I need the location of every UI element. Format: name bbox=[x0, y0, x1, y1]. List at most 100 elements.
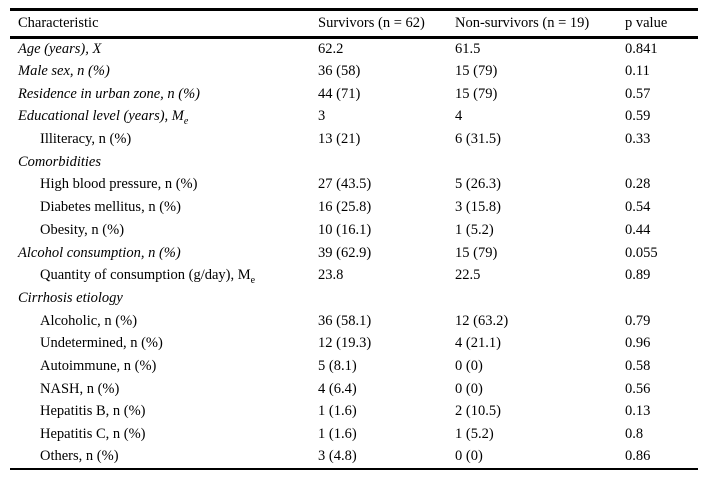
cell-nonsurvivors: 0 (0) bbox=[455, 380, 483, 397]
table-row: Age (years), X 62.2 61.5 0.841 bbox=[10, 38, 698, 61]
column-header-pvalue: p value bbox=[625, 15, 668, 31]
cell-characteristic: Age (years), X bbox=[18, 41, 102, 58]
table-row: Hepatitis C, n (%) 1 (1.6) 1 (5.2) 0.8 bbox=[10, 423, 698, 446]
table-row: Hepatitis B, n (%) 1 (1.6) 2 (10.5) 0.13 bbox=[10, 401, 698, 424]
cell-pvalue: 0.54 bbox=[625, 199, 651, 216]
cell-characteristic: Alcoholic, n (%) bbox=[40, 312, 138, 329]
table-header: Characteristic Survivors (n = 62) Non-su… bbox=[10, 10, 698, 38]
table-row: Autoimmune, n (%) 5 (8.1) 0 (0) 0.58 bbox=[10, 355, 698, 378]
cell-nonsurvivors: 4 (21.1) bbox=[455, 335, 501, 352]
cell-nonsurvivors: 15 (79) bbox=[455, 63, 498, 80]
table-row: Diabetes mellitus, n (%) 16 (25.8) 3 (15.8… bbox=[10, 196, 698, 219]
cell-nonsurvivors: 0 (0) bbox=[455, 357, 483, 374]
table-row: Illiteracy, n (%) 13 (21) 6 (31.5) 0.33 bbox=[10, 128, 698, 151]
cell-pvalue: 0.56 bbox=[625, 380, 651, 397]
cell-characteristic: Others, n (%) bbox=[40, 448, 119, 465]
cell-pvalue: 0.33 bbox=[625, 131, 651, 148]
cell-nonsurvivors: 22.5 bbox=[455, 267, 481, 284]
cell-survivors: 13 (21) bbox=[318, 131, 361, 148]
table-row: Comorbidities bbox=[10, 151, 698, 174]
cell-nonsurvivors: 4 bbox=[455, 108, 463, 125]
cell-characteristic: Comorbidities bbox=[18, 153, 101, 170]
cell-characteristic: Cirrhosis etiology bbox=[18, 289, 123, 306]
table-row: Educational level (years), Me 3 4 0.59 bbox=[10, 106, 698, 129]
cell-characteristic: Autoimmune, n (%) bbox=[40, 357, 157, 374]
cell-characteristic: Educational level (years), Me bbox=[18, 108, 189, 128]
cell-pvalue: 0.8 bbox=[625, 426, 644, 443]
column-header-survivors: Survivors (n = 62) bbox=[318, 15, 425, 31]
cell-survivors: 12 (19.3) bbox=[318, 335, 372, 352]
table-row: Alcohol consumption, n (%) 39 (62.9) 15 (7… bbox=[10, 242, 698, 265]
cell-nonsurvivors: 12 (63.2) bbox=[455, 312, 509, 329]
cell-survivors: 4 (6.4) bbox=[318, 380, 357, 397]
cell-characteristic: Illiteracy, n (%) bbox=[40, 131, 132, 148]
cell-pvalue: 0.13 bbox=[625, 403, 651, 420]
cell-pvalue bbox=[625, 287, 698, 310]
cell-survivors: 36 (58) bbox=[318, 63, 361, 80]
cell-characteristic: Undetermined, n (%) bbox=[40, 335, 163, 352]
cell-survivors bbox=[318, 287, 455, 310]
column-header-nonsurvivors: Non-survivors (n = 19) bbox=[455, 15, 590, 31]
table-row: Male sex, n (%) 36 (58) 15 (79) 0.11 bbox=[10, 60, 698, 83]
cell-survivors: 1 (1.6) bbox=[318, 426, 357, 443]
cell-survivors: 10 (16.1) bbox=[318, 221, 372, 238]
table-body: Age (years), X 62.2 61.5 0.841 Male sex, n (… bbox=[10, 38, 698, 469]
cell-nonsurvivors: 6 (31.5) bbox=[455, 131, 501, 148]
cell-survivors: 39 (62.9) bbox=[318, 244, 372, 261]
column-header-characteristic: Characteristic bbox=[18, 15, 99, 31]
cell-pvalue: 0.79 bbox=[625, 312, 651, 329]
cell-survivors: 5 (8.1) bbox=[318, 357, 357, 374]
cell-pvalue: 0.58 bbox=[625, 357, 651, 374]
cell-pvalue: 0.86 bbox=[625, 448, 651, 465]
cell-pvalue: 0.96 bbox=[625, 335, 651, 352]
cell-characteristic: NASH, n (%) bbox=[40, 380, 120, 397]
cell-nonsurvivors: 15 (79) bbox=[455, 85, 498, 102]
cell-pvalue: 0.89 bbox=[625, 267, 651, 284]
cell-characteristic: High blood pressure, n (%) bbox=[40, 176, 198, 193]
cell-characteristic: Residence in urban zone, n (%) bbox=[18, 85, 201, 102]
cell-nonsurvivors: 1 (5.2) bbox=[455, 426, 494, 443]
cell-characteristic: Obesity, n (%) bbox=[40, 221, 125, 238]
cell-characteristic: Hepatitis B, n (%) bbox=[40, 403, 146, 420]
table-row: Undetermined, n (%) 12 (19.3) 4 (21.1) 0.96 bbox=[10, 332, 698, 355]
table-row: Alcoholic, n (%) 36 (58.1) 12 (63.2) 0.79 bbox=[10, 310, 698, 333]
cell-survivors: 27 (43.5) bbox=[318, 176, 372, 193]
characteristics-table-container: Characteristic Survivors (n = 62) Non-su… bbox=[10, 8, 698, 470]
label-subscript: e bbox=[183, 116, 189, 128]
table-row: Quantity of consumption (g/day), Me 23.8 2… bbox=[10, 264, 698, 287]
cell-survivors: 1 (1.6) bbox=[318, 403, 357, 420]
cell-characteristic: Hepatitis C, n (%) bbox=[40, 426, 146, 443]
table-row: High blood pressure, n (%) 27 (43.5) 5 (26… bbox=[10, 174, 698, 197]
cell-pvalue bbox=[625, 151, 698, 174]
cell-nonsurvivors: 5 (26.3) bbox=[455, 176, 501, 193]
cell-nonsurvivors: 1 (5.2) bbox=[455, 221, 494, 238]
table-row: Cirrhosis etiology bbox=[10, 287, 698, 310]
cell-characteristic: Quantity of consumption (g/day), Me bbox=[40, 267, 256, 287]
cell-pvalue: 0.055 bbox=[625, 244, 658, 261]
cell-nonsurvivors: 15 (79) bbox=[455, 244, 498, 261]
cell-survivors: 36 (58.1) bbox=[318, 312, 372, 329]
cell-characteristic: Alcohol consumption, n (%) bbox=[18, 244, 181, 261]
cell-pvalue: 0.44 bbox=[625, 221, 651, 238]
label-subscript: e bbox=[250, 275, 256, 287]
cell-characteristic: Diabetes mellitus, n (%) bbox=[40, 199, 181, 216]
cell-survivors: 3 bbox=[318, 108, 326, 125]
cell-pvalue: 0.59 bbox=[625, 108, 651, 125]
table-row: Residence in urban zone, n (%) 44 (71) 15 … bbox=[10, 83, 698, 106]
cell-survivors bbox=[318, 151, 455, 174]
cell-survivors: 3 (4.8) bbox=[318, 448, 357, 465]
cell-pvalue: 0.28 bbox=[625, 176, 651, 193]
cell-pvalue: 0.841 bbox=[625, 41, 658, 58]
cell-nonsurvivors: 61.5 bbox=[455, 41, 481, 58]
header-row: Characteristic Survivors (n = 62) Non-su… bbox=[10, 10, 698, 38]
cell-nonsurvivors bbox=[455, 287, 625, 310]
cell-survivors: 16 (25.8) bbox=[318, 199, 372, 216]
cell-nonsurvivors bbox=[455, 151, 625, 174]
cell-characteristic: Male sex, n (%) bbox=[18, 63, 110, 80]
cell-nonsurvivors: 3 (15.8) bbox=[455, 199, 501, 216]
cell-nonsurvivors: 2 (10.5) bbox=[455, 403, 501, 420]
characteristics-table: Characteristic Survivors (n = 62) Non-su… bbox=[10, 8, 698, 470]
table-row: NASH, n (%) 4 (6.4) 0 (0) 0.56 bbox=[10, 378, 698, 401]
cell-survivors: 44 (71) bbox=[318, 85, 361, 102]
table-row: Others, n (%) 3 (4.8) 0 (0) 0.86 bbox=[10, 446, 698, 469]
